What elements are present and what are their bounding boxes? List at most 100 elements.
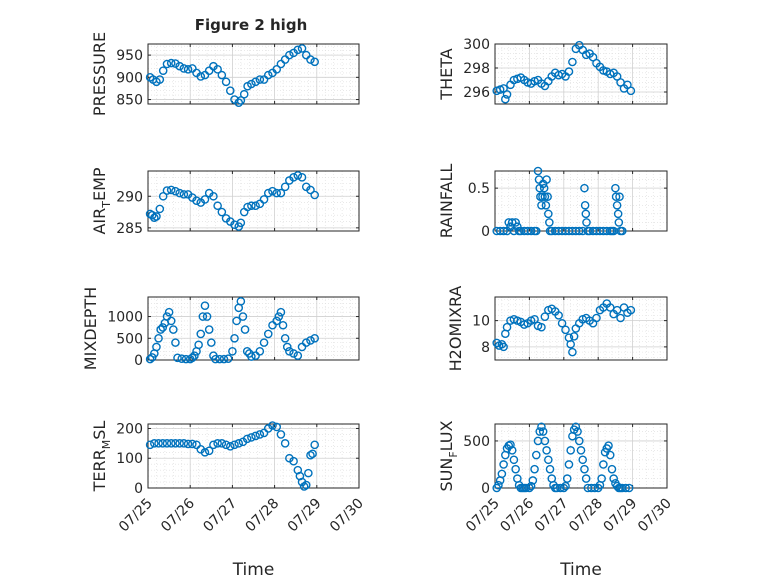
y-axis-label: MIXDEPTH <box>81 287 100 370</box>
data-point <box>612 200 622 210</box>
data-point <box>531 450 541 460</box>
data-point <box>545 218 554 227</box>
data-point <box>234 439 244 448</box>
series-markers <box>492 299 636 357</box>
data-point <box>531 226 541 236</box>
data-point <box>213 439 222 448</box>
data-point <box>569 332 579 341</box>
data-point <box>272 65 282 74</box>
y-axis-label: RAINFALL <box>437 164 456 239</box>
data-point <box>578 455 588 465</box>
data-point <box>582 218 591 227</box>
data-point <box>236 297 246 306</box>
data-point <box>272 422 282 432</box>
data-point <box>221 77 231 87</box>
data-point <box>272 188 282 198</box>
data-point <box>225 442 235 451</box>
data-point <box>568 57 577 67</box>
data-point <box>509 455 519 465</box>
data-point <box>289 456 298 466</box>
data-point <box>247 352 256 361</box>
data-point <box>541 200 551 210</box>
axes-box <box>494 170 668 232</box>
data-point <box>173 353 182 363</box>
data-point <box>507 446 517 455</box>
data-point <box>202 312 212 321</box>
data-point <box>282 342 292 352</box>
data-point <box>539 183 549 193</box>
data-point <box>626 86 636 96</box>
x-axis-label: Time <box>232 560 275 580</box>
data-point <box>492 338 502 348</box>
data-point <box>280 439 290 448</box>
data-point <box>179 439 189 448</box>
data-point <box>171 439 180 448</box>
data-point <box>251 201 260 211</box>
data-point <box>304 468 313 478</box>
data-point <box>276 307 286 317</box>
data-point <box>276 188 286 198</box>
data-point <box>537 322 546 332</box>
data-point <box>162 59 172 69</box>
data-point <box>306 450 315 460</box>
y-axis-label: SUNFLUX <box>437 420 460 491</box>
data-point <box>171 186 180 196</box>
data-point <box>543 192 552 202</box>
y-tick-label: 296 <box>463 85 490 101</box>
data-point <box>145 440 155 450</box>
figure-title: Figure 2 high <box>195 16 308 34</box>
y-tick-label: 100 <box>116 451 143 467</box>
data-point <box>230 333 239 343</box>
data-point <box>280 182 290 192</box>
data-point <box>597 474 606 483</box>
data-point <box>611 192 621 202</box>
y-tick-label: 0 <box>481 224 490 240</box>
data-point <box>564 67 574 76</box>
data-point <box>242 347 252 356</box>
data-point <box>580 183 589 193</box>
data-point <box>164 307 174 317</box>
data-point <box>154 333 163 343</box>
data-point <box>154 439 163 448</box>
y-tick-label: 500 <box>116 331 143 347</box>
data-point <box>580 464 589 474</box>
data-point <box>259 338 269 347</box>
y-tick-label: 0 <box>481 481 490 497</box>
data-point <box>255 75 265 84</box>
data-point <box>192 440 201 450</box>
data-point <box>221 440 231 450</box>
data-point <box>259 195 269 204</box>
data-point <box>580 200 590 210</box>
data-point <box>301 338 311 347</box>
data-point <box>155 204 165 214</box>
data-point <box>511 464 520 474</box>
subplot-5: 0 500 1000 MIXDEPTH <box>81 287 360 370</box>
data-point <box>592 313 601 323</box>
axes-box <box>494 423 668 489</box>
axes-box <box>147 423 360 489</box>
data-point <box>605 450 615 460</box>
y-tick-label: 0 <box>134 481 143 497</box>
data-point <box>213 201 222 211</box>
data-point <box>242 434 252 444</box>
data-point <box>617 226 627 236</box>
data-point <box>285 347 294 356</box>
data-point <box>533 166 543 176</box>
data-point <box>152 342 161 352</box>
data-point <box>171 338 180 347</box>
data-point <box>177 354 187 363</box>
data-point <box>162 186 172 195</box>
data-point <box>200 301 210 310</box>
data-point <box>272 316 282 326</box>
data-point <box>538 192 547 202</box>
y-axis-label: AIRTEMP <box>90 167 113 234</box>
data-point <box>188 439 197 449</box>
data-point <box>225 86 235 95</box>
data-point <box>537 422 546 432</box>
data-point <box>511 218 520 227</box>
data-point <box>497 469 507 479</box>
data-point <box>538 427 548 436</box>
series-markers <box>145 171 319 231</box>
data-point <box>571 422 581 432</box>
data-point <box>183 439 193 449</box>
